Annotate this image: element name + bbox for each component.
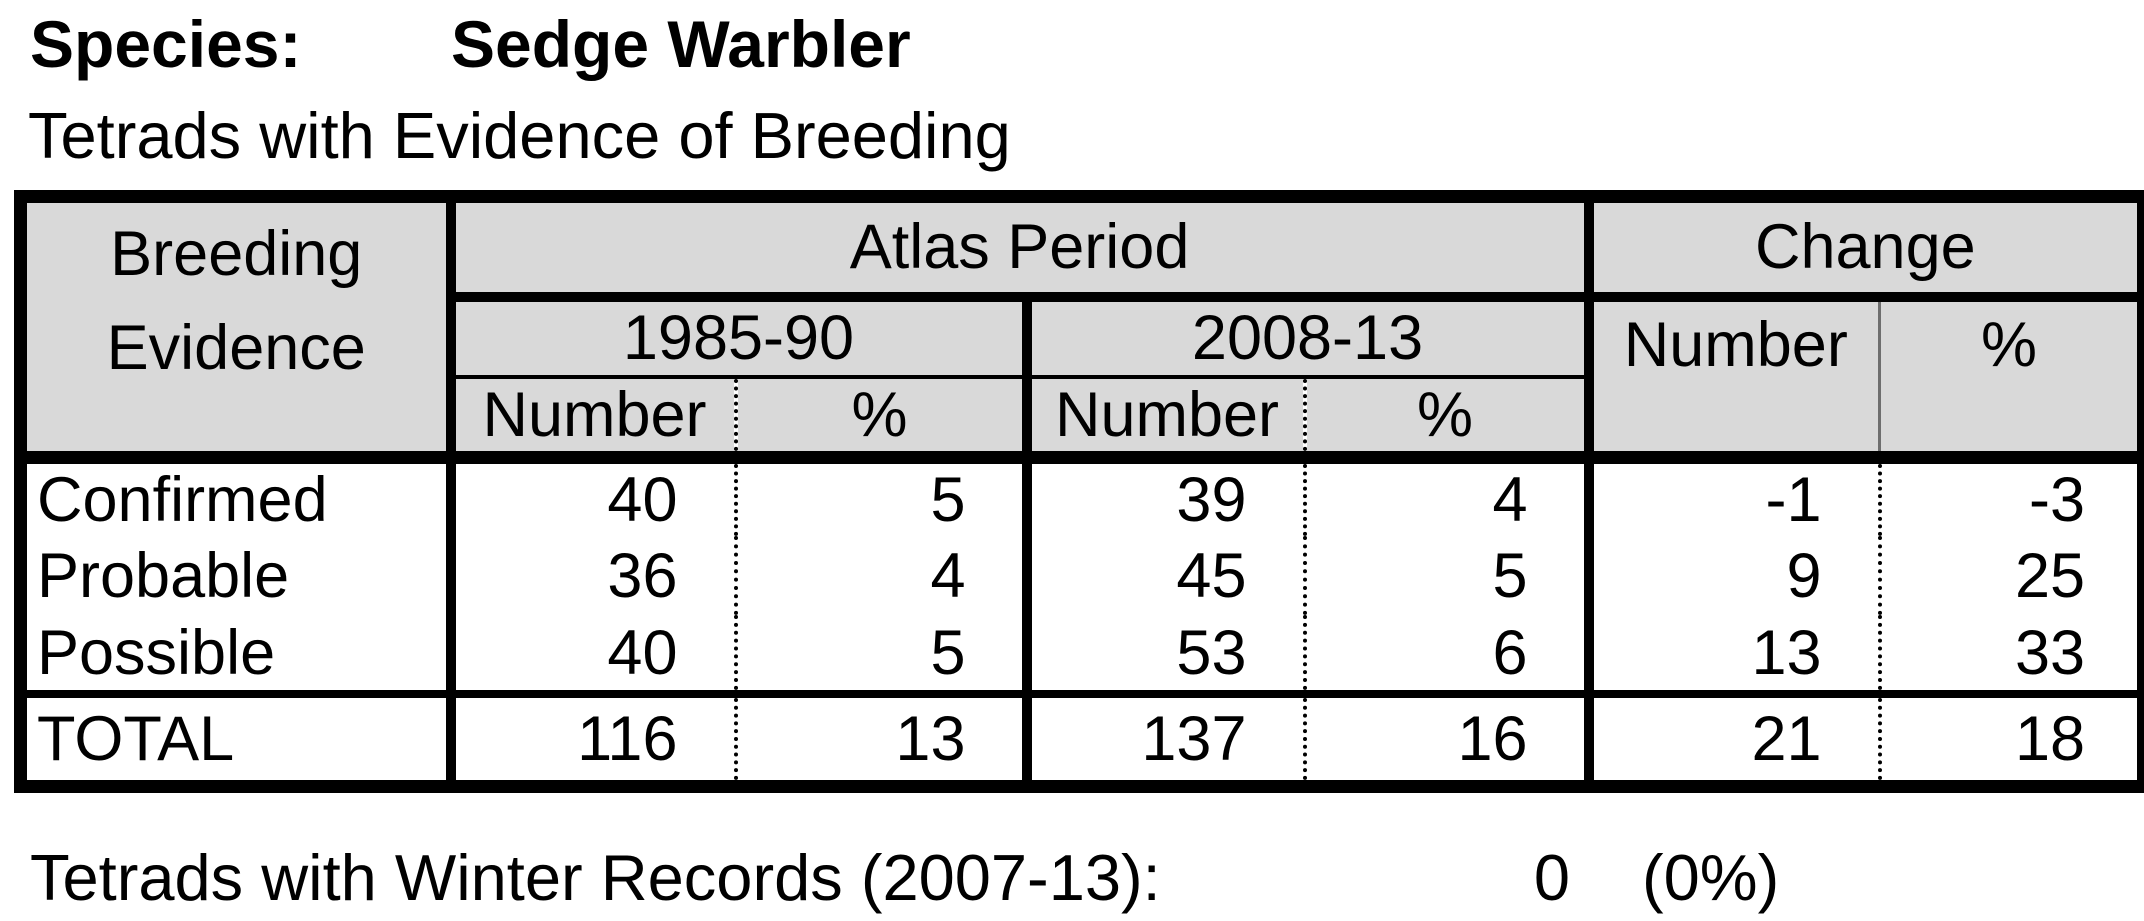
breeding-evidence-header-cell: Breeding Evidence xyxy=(20,196,451,457)
winter-records-percent: (0%) xyxy=(1642,841,1780,914)
cell-change-percent: 33 xyxy=(1877,615,2144,694)
period1-percent-header-cell: % xyxy=(733,376,1027,457)
cell-p1-number: 40 xyxy=(445,450,736,536)
cell-change-number: -1 xyxy=(1583,450,1880,536)
period-2008-13-header-cell: 2008-13 xyxy=(1021,296,1589,379)
cell-p1-percent: 5 xyxy=(733,450,1027,536)
cell-p1-number: 40 xyxy=(445,615,736,694)
change-header-cell: Change xyxy=(1583,196,2144,302)
breeding-evidence-header-line2: Evidence xyxy=(106,313,366,383)
cell-p2-number: 39 xyxy=(1021,450,1305,536)
cell-p2-percent: 6 xyxy=(1302,615,1589,694)
cell-p1-number: 36 xyxy=(445,536,736,615)
row-label: Probable xyxy=(37,540,290,611)
cell-change-percent: 18 xyxy=(1877,690,2144,786)
cell-p2-percent: 16 xyxy=(1302,690,1589,786)
winter-records-value: 0 xyxy=(1533,841,1570,914)
table-title: Tetrads with Evidence of Breeding xyxy=(28,99,1011,172)
species-title-row: Species: Sedge Warbler xyxy=(30,6,911,82)
cell-change-number: 13 xyxy=(1583,615,1880,694)
period2-percent-header-cell: % xyxy=(1302,376,1589,457)
table-row-total: TOTAL 116 13 137 16 21 18 xyxy=(20,690,2144,786)
cell-change-number: 9 xyxy=(1583,536,1880,615)
winter-records-note: Tetrads with Winter Records (2007-13): 0… xyxy=(30,840,2130,915)
table-row-probable: Probable 36 4 45 5 9 25 xyxy=(21,536,2144,615)
table-row-confirmed: Confirmed 40 5 39 4 -1 -3 xyxy=(20,450,2144,536)
cell-change-percent: 25 xyxy=(1877,536,2144,615)
cell-p1-percent: 4 xyxy=(733,536,1027,615)
cell-change-number: 21 xyxy=(1583,690,1880,786)
species-label: Species: xyxy=(30,7,302,81)
species-name: Sedge Warbler xyxy=(451,7,911,81)
header-row-measures: Number % Number % xyxy=(21,376,2144,457)
period2-number-header-cell: Number xyxy=(1021,376,1305,457)
header-row-groups: Breeding Evidence Atlas Period Change xyxy=(20,196,2144,457)
winter-records-label: Tetrads with Winter Records (2007-13): xyxy=(30,841,1161,914)
period1-number-header-cell: Number xyxy=(445,376,736,457)
atlas-period-header-cell: Atlas Period xyxy=(445,196,1589,302)
cell-p2-number: 53 xyxy=(1021,615,1305,694)
breeding-evidence-header-line1: Breeding xyxy=(110,219,363,289)
cell-p2-number: 137 xyxy=(1021,690,1305,786)
table-row-possible: Possible 40 5 53 6 13 33 xyxy=(21,615,2144,694)
header-row-periods: 1985-90 2008-13 Number % xyxy=(21,296,2144,457)
cell-change-percent: -3 xyxy=(1877,450,2144,536)
cell-p2-number: 45 xyxy=(1021,536,1305,615)
change-percent-header-cell: % xyxy=(1878,296,2144,457)
change-number-header-cell: Number xyxy=(1583,296,1880,457)
row-label: TOTAL xyxy=(20,690,451,786)
cell-p2-percent: 5 xyxy=(1302,536,1589,615)
cell-p1-percent: 5 xyxy=(733,615,1027,694)
row-label: Possible xyxy=(37,617,276,688)
row-label: Confirmed xyxy=(20,450,451,536)
cell-p1-number: 116 xyxy=(445,690,736,786)
period-1985-90-header-cell: 1985-90 xyxy=(445,296,1027,379)
breeding-evidence-table: Breeding Evidence Atlas Period Change 19… xyxy=(14,190,2144,793)
cell-p1-percent: 13 xyxy=(733,690,1027,786)
cell-p2-percent: 4 xyxy=(1302,450,1589,536)
